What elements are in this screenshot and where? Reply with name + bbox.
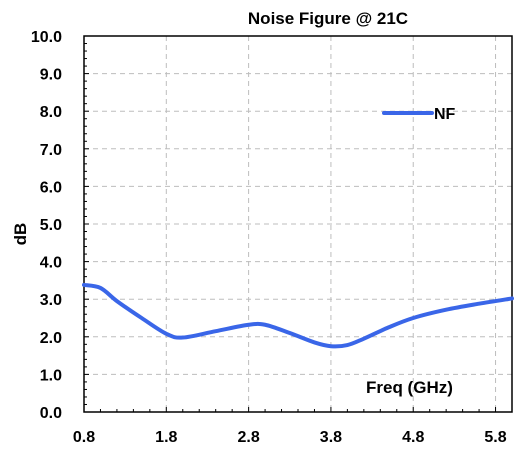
y-tick-label: 10.0 xyxy=(31,29,62,46)
y-tick-label: 7.0 xyxy=(40,142,62,159)
series-layer xyxy=(82,282,514,349)
y-tick-label: 6.0 xyxy=(40,179,62,196)
y-tick-label: 3.0 xyxy=(40,292,62,309)
axis-ticks: 0.0 1.0 2.0 3.0 4.0 5.0 6.0 7.0 8.0 9.0 10.0 0.8 1.8… xyxy=(31,29,507,446)
x-tick-label: 1.8 xyxy=(155,429,177,446)
x-tick-label: 0.8 xyxy=(73,429,95,446)
legend: NF xyxy=(382,106,456,123)
y-tick-label: 2.0 xyxy=(40,330,62,347)
chart-title: Noise Figure @ 21C xyxy=(248,9,408,28)
x-tick-label: 5.8 xyxy=(484,429,506,446)
x-tick-label: 4.8 xyxy=(402,429,424,446)
y-axis-label: dB xyxy=(11,223,30,246)
y-tick-label: 5.0 xyxy=(40,217,62,234)
y-tick-label: 0.0 xyxy=(40,405,62,422)
y-tick-label: 1.0 xyxy=(40,367,62,384)
x-tick-label: 3.8 xyxy=(320,429,342,446)
legend-label-nf: NF xyxy=(434,106,456,123)
y-tick-label: 9.0 xyxy=(40,67,62,84)
grid xyxy=(84,36,512,412)
x-tick-label: 2.8 xyxy=(237,429,259,446)
y-tick-label: 8.0 xyxy=(40,104,62,121)
series-line-nf xyxy=(82,282,514,349)
x-axis-label: Freq (GHz) xyxy=(366,378,453,397)
y-tick-label: 4.0 xyxy=(40,255,62,272)
